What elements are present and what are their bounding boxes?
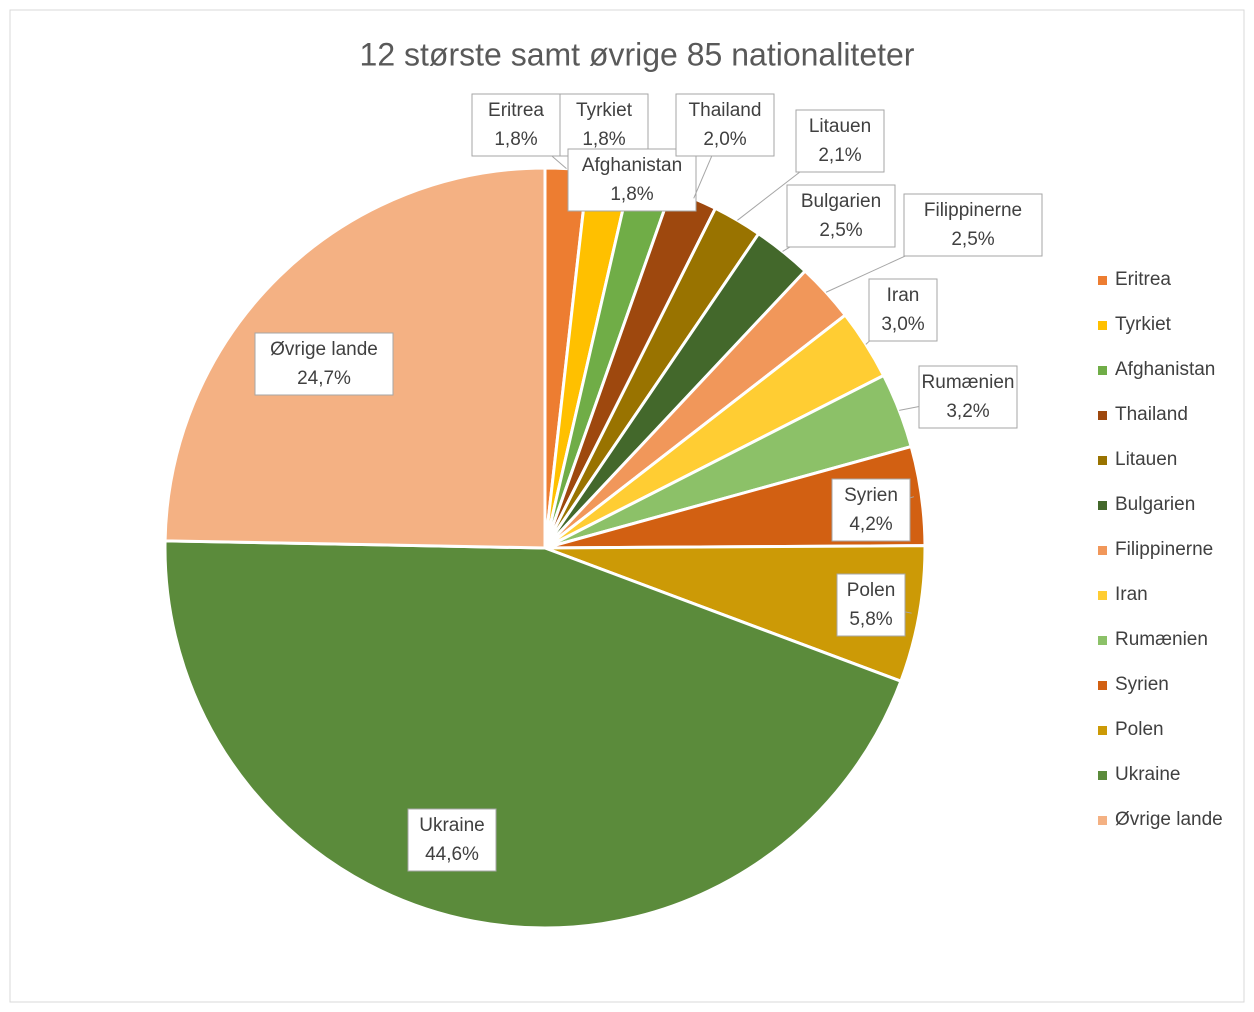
legend-label: Polen: [1115, 719, 1164, 740]
data-label-value: 1,8%: [582, 129, 625, 150]
data-label-name: Ukraine: [419, 815, 484, 836]
data-label-name: Syrien: [844, 485, 898, 506]
data-label-value: 4,2%: [849, 514, 892, 535]
data-label-box: [795, 109, 885, 173]
data-label-name: Polen: [847, 580, 896, 601]
data-label-name: Øvrige lande: [270, 339, 378, 360]
chart-title: 12 største samt øvrige 85 nationaliteter: [360, 36, 915, 72]
legend-swatch: [1098, 636, 1107, 645]
pie-slice: [544, 544, 927, 684]
legend-swatch: [1098, 501, 1107, 510]
legend-swatch: [1098, 681, 1107, 690]
data-label-box: [786, 184, 896, 248]
legend-swatch: [1098, 456, 1107, 465]
data-label-name: Litauen: [809, 116, 871, 137]
data-label-name: Iran: [887, 285, 920, 306]
data-label-box: [868, 278, 938, 342]
data-label-name: Thailand: [689, 100, 762, 121]
data-label-box: [903, 193, 1043, 257]
legend-label: Afghanistan: [1115, 359, 1215, 380]
data-label-name: Afghanistan: [582, 155, 682, 176]
data-label-name: Eritrea: [488, 100, 544, 121]
legend-swatch: [1098, 771, 1107, 780]
legend-swatch: [1098, 726, 1107, 735]
legend-label: Eritrea: [1115, 269, 1171, 290]
data-label-name: Filippinerne: [924, 200, 1022, 221]
data-label-box: [918, 365, 1018, 429]
data-label-box: [675, 93, 775, 157]
legend-label: Rumænien: [1115, 629, 1208, 650]
legend-label: Thailand: [1115, 404, 1188, 425]
data-label-value: 2,0%: [703, 129, 746, 150]
legend-swatch: [1098, 546, 1107, 555]
pie-slice: [163, 539, 903, 930]
data-label-value: 1,8%: [494, 129, 537, 150]
legend-label: Ukraine: [1115, 764, 1180, 785]
legend-label: Øvrige lande: [1115, 809, 1223, 830]
data-label-name: Rumænien: [922, 372, 1015, 393]
data-label-value: 24,7%: [297, 368, 351, 389]
legend-swatch: [1098, 816, 1107, 825]
legend-swatch: [1098, 591, 1107, 600]
data-label-box: [559, 93, 649, 157]
data-label-name: Tyrkiet: [576, 100, 633, 121]
legend-swatch: [1098, 366, 1107, 375]
data-label-value: 2,5%: [951, 229, 994, 250]
data-label-value: 3,2%: [946, 401, 989, 422]
data-label-value: 5,8%: [849, 609, 892, 630]
legend-swatch: [1098, 276, 1107, 285]
legend-swatch: [1098, 321, 1107, 330]
legend-label: Iran: [1115, 584, 1148, 605]
data-label-value: 44,6%: [425, 844, 479, 865]
legend-swatch: [1098, 411, 1107, 420]
data-label-box: [407, 808, 497, 872]
data-label-name: Bulgarien: [801, 191, 881, 212]
legend-label: Syrien: [1115, 674, 1169, 695]
data-label-box: [836, 573, 906, 637]
legend-label: Bulgarien: [1115, 494, 1195, 515]
legend-label: Filippinerne: [1115, 539, 1213, 560]
legend-label: Litauen: [1115, 449, 1177, 470]
legend-label: Tyrkiet: [1115, 314, 1172, 335]
data-label-box: [831, 478, 911, 542]
data-label-box: [567, 148, 697, 212]
data-label-value: 3,0%: [881, 314, 924, 335]
data-label-value: 2,5%: [819, 220, 862, 241]
data-label-box: [471, 93, 561, 157]
data-label-value: 1,8%: [610, 184, 653, 205]
data-label-value: 2,1%: [818, 145, 861, 166]
data-label-box: [254, 332, 394, 396]
